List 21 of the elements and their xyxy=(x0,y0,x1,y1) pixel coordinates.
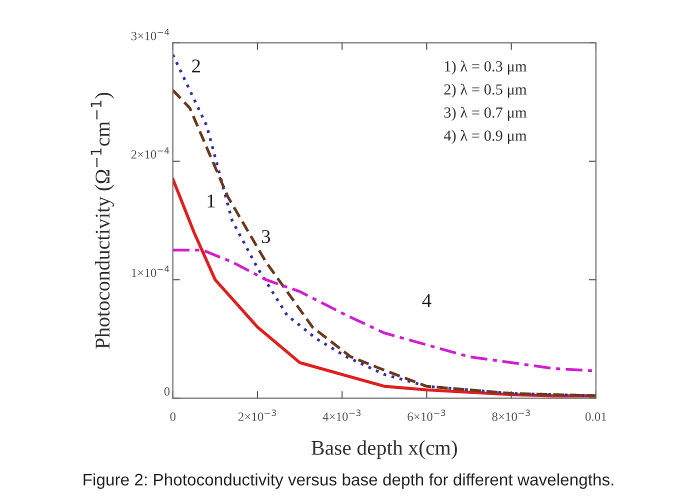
annotation: 3 xyxy=(262,230,270,244)
x-axis-title: Base depth x(cm) xyxy=(312,440,457,460)
annotation: 4) λ = 0.9 μm xyxy=(444,130,527,144)
caption: Figure 2: Photoconductivity versus base depth for different wavelengths. xyxy=(84,473,614,489)
x-tick-label: 2×10$^{−3}$ xyxy=(238,410,276,421)
x-tick-label: 4×10$^{−3}$ xyxy=(322,410,361,421)
annotation: 2) λ = 0.5 μm xyxy=(444,84,527,98)
annotation: 1 xyxy=(208,194,215,208)
y-tick-label: 0 xyxy=(164,387,170,396)
y-tick-label: 2×10$^{−4}$ xyxy=(131,147,170,159)
annotation: 3) λ = 0.7 μm xyxy=(444,106,527,121)
x-tick-label: 6×10$^{−3}$ xyxy=(408,410,446,421)
y-tick-label: 3×10$^{−4}$ xyxy=(131,28,170,40)
x-tick-label: 8×10$^{−3}$ xyxy=(492,410,530,421)
annotation: 1) λ = 0.3 μm xyxy=(444,60,527,75)
y-tick-label: 1×10$^{−4}$ xyxy=(132,266,170,278)
x-tick-label: 0.01 xyxy=(585,412,606,421)
y-axis-title: Photoconductivity (Ω$^{−1}$cm$^{−1}$) xyxy=(90,92,114,349)
x-tick-label: 0 xyxy=(170,412,176,421)
annotation: 2 xyxy=(192,60,200,72)
annotation: 4 xyxy=(422,294,432,307)
